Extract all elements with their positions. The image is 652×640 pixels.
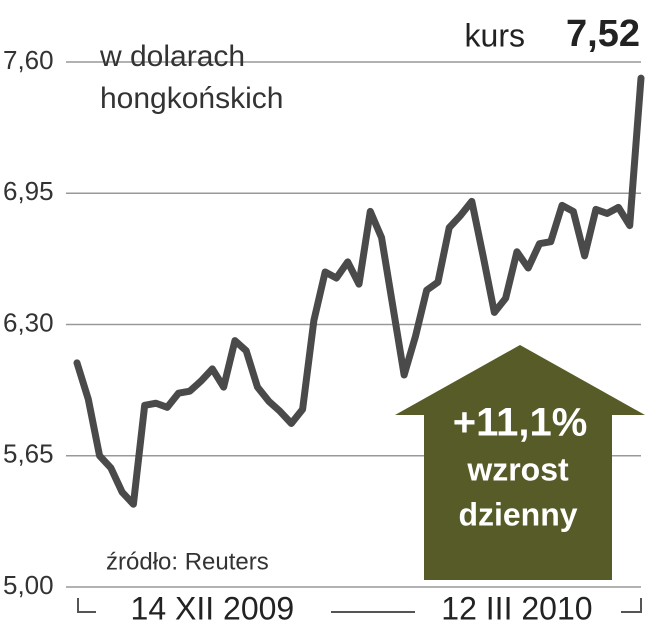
line xyxy=(73,74,645,508)
y-tick-label: 5,65 xyxy=(3,439,54,469)
y-tick-label: 6,95 xyxy=(3,176,54,206)
current-label: kurs xyxy=(465,17,525,53)
unit-label: w dolarach xyxy=(99,40,245,73)
source: źródło: Reuters xyxy=(106,548,269,575)
annotation-text: dzienny xyxy=(458,496,577,532)
annotation-arrow xyxy=(395,345,645,580)
annotation-text: +11,1% xyxy=(453,401,588,445)
y-tick-label: 5,00 xyxy=(3,570,54,600)
x-tick-label: 12 III 2010 xyxy=(441,590,592,626)
y-tick-label: 7,60 xyxy=(3,45,54,75)
x-tick-label: 14 XII 2009 xyxy=(131,590,295,626)
value-label: 7,52 xyxy=(566,13,640,55)
annotation-text: wzrost xyxy=(466,451,569,487)
x-axis-bracket xyxy=(77,598,642,613)
y-tick-label: 6,30 xyxy=(3,307,54,337)
unit-label: hongkońskich xyxy=(100,82,283,115)
